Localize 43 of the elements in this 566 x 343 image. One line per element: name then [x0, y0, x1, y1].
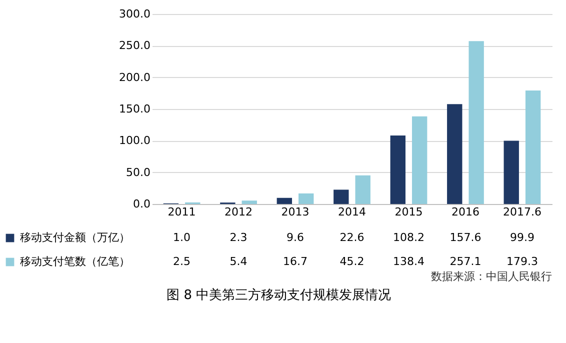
x-tick-label: 2013 [281, 206, 310, 218]
legend-label: 移动支付金额（万亿） [20, 231, 130, 244]
y-tick-label: 50.0 [126, 166, 150, 179]
y-tick-label: 300.0 [119, 8, 150, 20]
x-tick-label: 2017.6 [502, 206, 542, 218]
y-tick-label: 150.0 [119, 102, 150, 116]
bar [447, 104, 462, 204]
bar [412, 116, 428, 204]
bar [276, 198, 292, 204]
data-label: 45.2 [340, 255, 364, 268]
y-tick-label: 200.0 [119, 70, 150, 84]
bar [242, 200, 257, 204]
data-label: 16.7 [283, 255, 308, 268]
y-tick-label: 0.0 [133, 198, 150, 210]
x-tick-label: 2011 [168, 206, 196, 218]
bar [334, 190, 349, 204]
text: 图 8 中美第三方移动支付规模发展情况 [166, 287, 392, 303]
data-label: 257.1 [450, 255, 482, 268]
y-tick-label: 100.0 [119, 134, 150, 148]
bar [390, 135, 406, 204]
data-label: 1.0 [173, 231, 191, 244]
data-label: 2.3 [230, 231, 248, 244]
data-label: 2.5 [173, 255, 191, 268]
y-tick-label: 250.0 [119, 39, 150, 52]
data-label: 99.9 [510, 231, 534, 244]
bar [525, 90, 541, 204]
x-tick-label: 2014 [338, 206, 366, 218]
data-label: 22.6 [340, 231, 364, 244]
data-label: 9.6 [286, 231, 304, 244]
bar [468, 41, 484, 204]
legend-label: 移动支付笔数（亿笔） [20, 255, 130, 268]
data-label: 179.3 [506, 255, 538, 268]
source-note: 数据来源：中国人民银行 [431, 270, 552, 283]
data-label: 157.6 [450, 231, 482, 244]
data-label: 5.4 [230, 255, 248, 268]
x-tick-label: 2015 [394, 206, 423, 218]
bar [355, 175, 370, 204]
data-label: 108.2 [392, 231, 424, 244]
x-tick-label: 2016 [451, 206, 480, 218]
x-tick-label: 2012 [224, 206, 253, 218]
bar [504, 140, 519, 204]
data-label: 138.4 [392, 255, 424, 268]
bar [298, 193, 314, 204]
